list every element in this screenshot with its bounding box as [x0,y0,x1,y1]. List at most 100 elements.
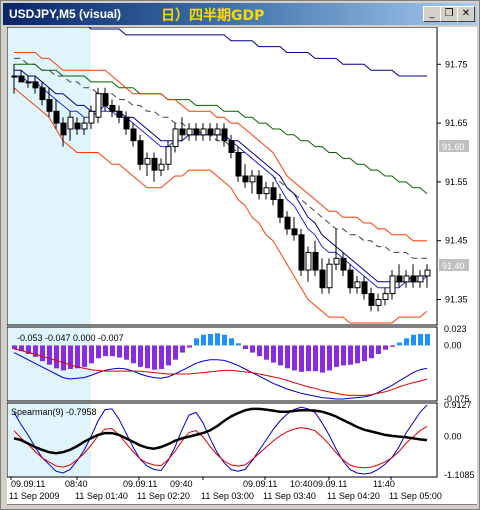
candle-body [312,251,319,271]
price-panel-border [6,26,438,326]
candle-body [200,128,207,136]
window-title: USDJPY,M5 (visual) [9,7,122,21]
candle-body [319,269,326,289]
macd-bar [383,345,388,350]
time-label-lower: 11 Sep 2009 [9,491,59,501]
candle-body [207,128,214,136]
macd-bar [243,345,248,349]
macd-bar [376,345,381,354]
candle-body [284,216,291,230]
chart-area[interactable]: 91.75 91.65 91.55 91.45 91.35 91.60 91.40 -0… [6,10,477,506]
macd-panel-border [6,326,438,402]
time-label-lower: 11 Sep 04:20 [327,491,380,501]
macd-bar [271,345,276,363]
candle-body [424,269,431,277]
candle-body [158,163,165,171]
title-bar[interactable]: USDJPY,M5 (visual) 日）四半期GDP _ ❐ ✕ [3,3,477,25]
candle-body [172,128,179,148]
spearman-axis-label: -1.1085 [444,470,475,480]
candle-body [60,122,67,136]
macd-bar [418,334,423,346]
candle-body [249,175,256,183]
candle-body [417,275,424,283]
macd-axis-label: -0.075 [444,394,470,404]
level-label-box [439,140,469,152]
macd-bar [362,345,367,362]
candle-body [410,275,417,283]
macd-bar [110,345,115,357]
time-label-upper: 10:40 [290,479,313,489]
time-label-lower: 11 Sep 02:20 [137,491,190,501]
candle-body [382,293,389,300]
macd-bar [390,345,395,347]
macd-bar [54,345,59,369]
candle-body [361,281,368,295]
macd-bar [138,345,143,367]
macd-bar [285,345,290,369]
macd-bar [327,345,332,371]
macd-bar [306,345,311,372]
spearman-signal-line [13,425,428,469]
price-label: 91.35 [445,294,468,304]
minimize-button[interactable]: _ [423,6,441,22]
macd-bar [117,345,122,358]
candle-body [179,128,186,136]
macd-bar [334,345,339,367]
close-button[interactable]: ✕ [457,6,475,22]
macd-bar [292,345,297,371]
macd-bar [180,345,185,353]
macd-bar [313,345,318,372]
macd-bar [222,334,227,346]
candle-body [354,281,361,289]
macd-bar [208,334,213,346]
time-label-upper: 08:40 [65,479,88,489]
macd-axis-label: 0.023 [444,324,467,334]
macd-bar [19,345,24,352]
time-label-upper: 09.09.11 [313,479,347,489]
time-label-upper: 11:40 [373,479,395,489]
macd-bar [411,334,416,346]
macd-bar [47,345,52,365]
candle-body [67,116,74,130]
candle-body [123,116,130,130]
candle-body [298,234,305,271]
highlight-region [7,27,91,325]
time-label-upper: 09:40 [170,479,193,489]
macd-bar [145,345,150,369]
macd-bar [201,334,206,346]
macd-line [13,352,428,400]
candle-body [25,81,32,84]
macd-bar [257,345,262,357]
macd-bar [250,345,255,353]
macd-header: -0.053 -0.047 0.000 -0.007 [17,333,124,343]
macd-bar [124,345,129,360]
time-label-lower: 11 Sep 05:00 [389,491,442,501]
overlay-label: 日）四半期GDP [161,8,265,24]
candle-body [95,93,102,118]
candle-body [270,187,277,201]
macd-bar [236,343,241,346]
macd-bar [278,345,283,366]
macd-bar [61,345,66,371]
macd-signal-line [13,348,428,396]
chart-canvas[interactable]: 91.75 91.65 91.55 91.45 91.35 91.60 91.40 -0… [6,10,477,506]
macd-bar [194,338,199,346]
macd-bar [96,345,101,359]
candle-body [11,75,18,78]
spearman-axis-label: 0.00 [444,432,462,442]
macd-bar [68,345,73,369]
time-label-upper: 09.09.11 [11,479,45,489]
candle-body [340,257,347,271]
current-price-box [439,259,469,271]
candle-body [165,146,172,165]
macd-bar [173,345,178,360]
macd-bar [215,333,220,346]
candle-body [326,263,333,289]
macd-bar [26,345,31,354]
candle-body [235,151,242,177]
candle-body [403,275,410,283]
candle-body [347,269,354,289]
restore-button[interactable]: ❐ [440,6,458,22]
candle-body [137,140,144,165]
